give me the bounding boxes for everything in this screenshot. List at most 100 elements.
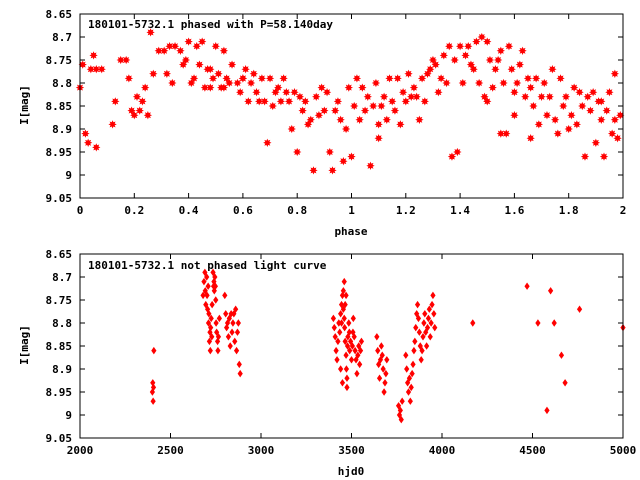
unphased-data-point bbox=[350, 314, 356, 323]
phased-data-point bbox=[352, 74, 362, 83]
unphased-xtick-label: 4500 bbox=[519, 444, 546, 457]
unphased-data-point bbox=[413, 323, 419, 332]
phased-data-point bbox=[295, 92, 305, 101]
phased-data-point bbox=[382, 115, 391, 124]
unphased-data-point bbox=[232, 337, 238, 346]
unphased-data-point bbox=[202, 287, 208, 295]
phased-data-point bbox=[260, 97, 269, 106]
unphased-data-point bbox=[338, 300, 345, 309]
phased-data-point bbox=[374, 134, 383, 143]
unphased-data-point bbox=[205, 319, 212, 327]
unphased-data-point bbox=[149, 388, 156, 396]
unphased-data-point bbox=[335, 337, 341, 346]
phased-data-point bbox=[439, 51, 448, 60]
unphased-data-point bbox=[357, 346, 364, 355]
phased-data-point bbox=[328, 166, 337, 175]
unphased-data-point bbox=[407, 397, 413, 405]
phased-data-point bbox=[447, 152, 457, 161]
phased-data-point bbox=[241, 65, 250, 74]
unphased-data-point bbox=[346, 328, 352, 336]
unphased-data-point bbox=[210, 268, 216, 277]
unphased-data-point bbox=[384, 356, 390, 364]
phased-data-point bbox=[607, 129, 617, 138]
phased-data-point bbox=[244, 97, 253, 106]
phased-data-point bbox=[401, 97, 410, 106]
phased-data-point bbox=[360, 106, 370, 115]
phased-data-point bbox=[249, 69, 258, 78]
phased-chart-frame bbox=[79, 13, 624, 199]
phased-data-point bbox=[428, 55, 438, 65]
unphased-data-point bbox=[212, 282, 218, 290]
phased-data-point bbox=[89, 51, 98, 60]
phased-data-point bbox=[412, 92, 421, 101]
unphased-xtick-label: 2000 bbox=[67, 444, 94, 457]
phased-data-point bbox=[347, 152, 356, 161]
unphased-data-point bbox=[346, 319, 352, 327]
phased-data-point bbox=[200, 83, 210, 92]
phased-data-point bbox=[111, 97, 120, 106]
unphased-ytick-label: 9 bbox=[65, 409, 72, 422]
phased-data-point bbox=[564, 124, 573, 134]
phased-data-point bbox=[569, 83, 579, 92]
unphased-chart-title: 180101-5732.1 not phased light curve bbox=[88, 259, 327, 272]
phased-data-point bbox=[339, 157, 348, 166]
unphased-xtick-label: 4000 bbox=[429, 444, 456, 457]
phased-data-point bbox=[92, 65, 101, 74]
unphased-data-point bbox=[224, 319, 231, 327]
unphased-data-point bbox=[342, 323, 348, 332]
phased-data-point bbox=[257, 74, 267, 83]
phased-data-point bbox=[529, 101, 538, 111]
unphased-data-point bbox=[229, 328, 235, 336]
phased-data-point bbox=[390, 106, 400, 115]
unphased-data-point bbox=[354, 369, 360, 378]
phased-data-point bbox=[214, 69, 223, 78]
phased-data-point bbox=[575, 88, 584, 97]
phased-data-point bbox=[138, 97, 147, 106]
phased-data-point bbox=[149, 69, 158, 78]
unphased-data-point bbox=[397, 406, 403, 415]
phased-data-point bbox=[461, 51, 470, 60]
unphased-data-point bbox=[353, 356, 359, 364]
unphased-data-point bbox=[404, 365, 410, 373]
unphased-data-point bbox=[432, 323, 438, 332]
unphased-data-point bbox=[213, 296, 219, 304]
phased-data-point bbox=[518, 46, 527, 55]
unphased-data-point bbox=[426, 305, 432, 313]
phased-data-point bbox=[320, 106, 329, 115]
phased-data-point bbox=[317, 83, 326, 92]
unphased-data-point bbox=[422, 310, 428, 318]
phased-data-point bbox=[181, 55, 191, 65]
unphased-data-point bbox=[338, 319, 345, 327]
unphased-xtick-label: 5000 bbox=[610, 444, 637, 457]
phased-data-point bbox=[146, 28, 155, 37]
unphased-data-point bbox=[358, 337, 365, 346]
phased-xtick-label: 1.4 bbox=[450, 204, 470, 217]
phased-data-point bbox=[442, 78, 451, 88]
phased-data-point bbox=[504, 42, 514, 51]
phased-data-point bbox=[553, 129, 562, 138]
unphased-data-point bbox=[234, 328, 241, 336]
phased-data-point bbox=[483, 37, 492, 46]
phased-data-point bbox=[396, 120, 405, 129]
phased-data-point bbox=[453, 147, 462, 157]
phased-chart-points bbox=[75, 28, 625, 175]
phased-data-point bbox=[195, 60, 204, 69]
phased-data-point bbox=[540, 78, 549, 88]
unphased-data-point bbox=[207, 328, 213, 336]
unphased-data-point bbox=[341, 277, 347, 286]
phased-data-point bbox=[434, 88, 443, 97]
phased-data-point bbox=[225, 78, 234, 88]
phased-data-point bbox=[227, 60, 237, 69]
unphased-data-point bbox=[337, 328, 343, 336]
unphased-data-point bbox=[547, 287, 554, 295]
unphased-chart-ticks: 2000 2500 3000 3500 4000 4500 5000 8.65 8.7 8.75 8… bbox=[46, 248, 637, 457]
phased-data-point bbox=[170, 42, 180, 51]
phased-data-point bbox=[526, 134, 535, 143]
phased-data-point bbox=[154, 46, 163, 55]
phased-data-point bbox=[236, 88, 245, 97]
unphased-data-point bbox=[204, 291, 210, 300]
phased-xtick-label: 0.4 bbox=[179, 204, 199, 217]
phased-data-point bbox=[534, 120, 544, 129]
unphased-data-point bbox=[208, 323, 214, 332]
